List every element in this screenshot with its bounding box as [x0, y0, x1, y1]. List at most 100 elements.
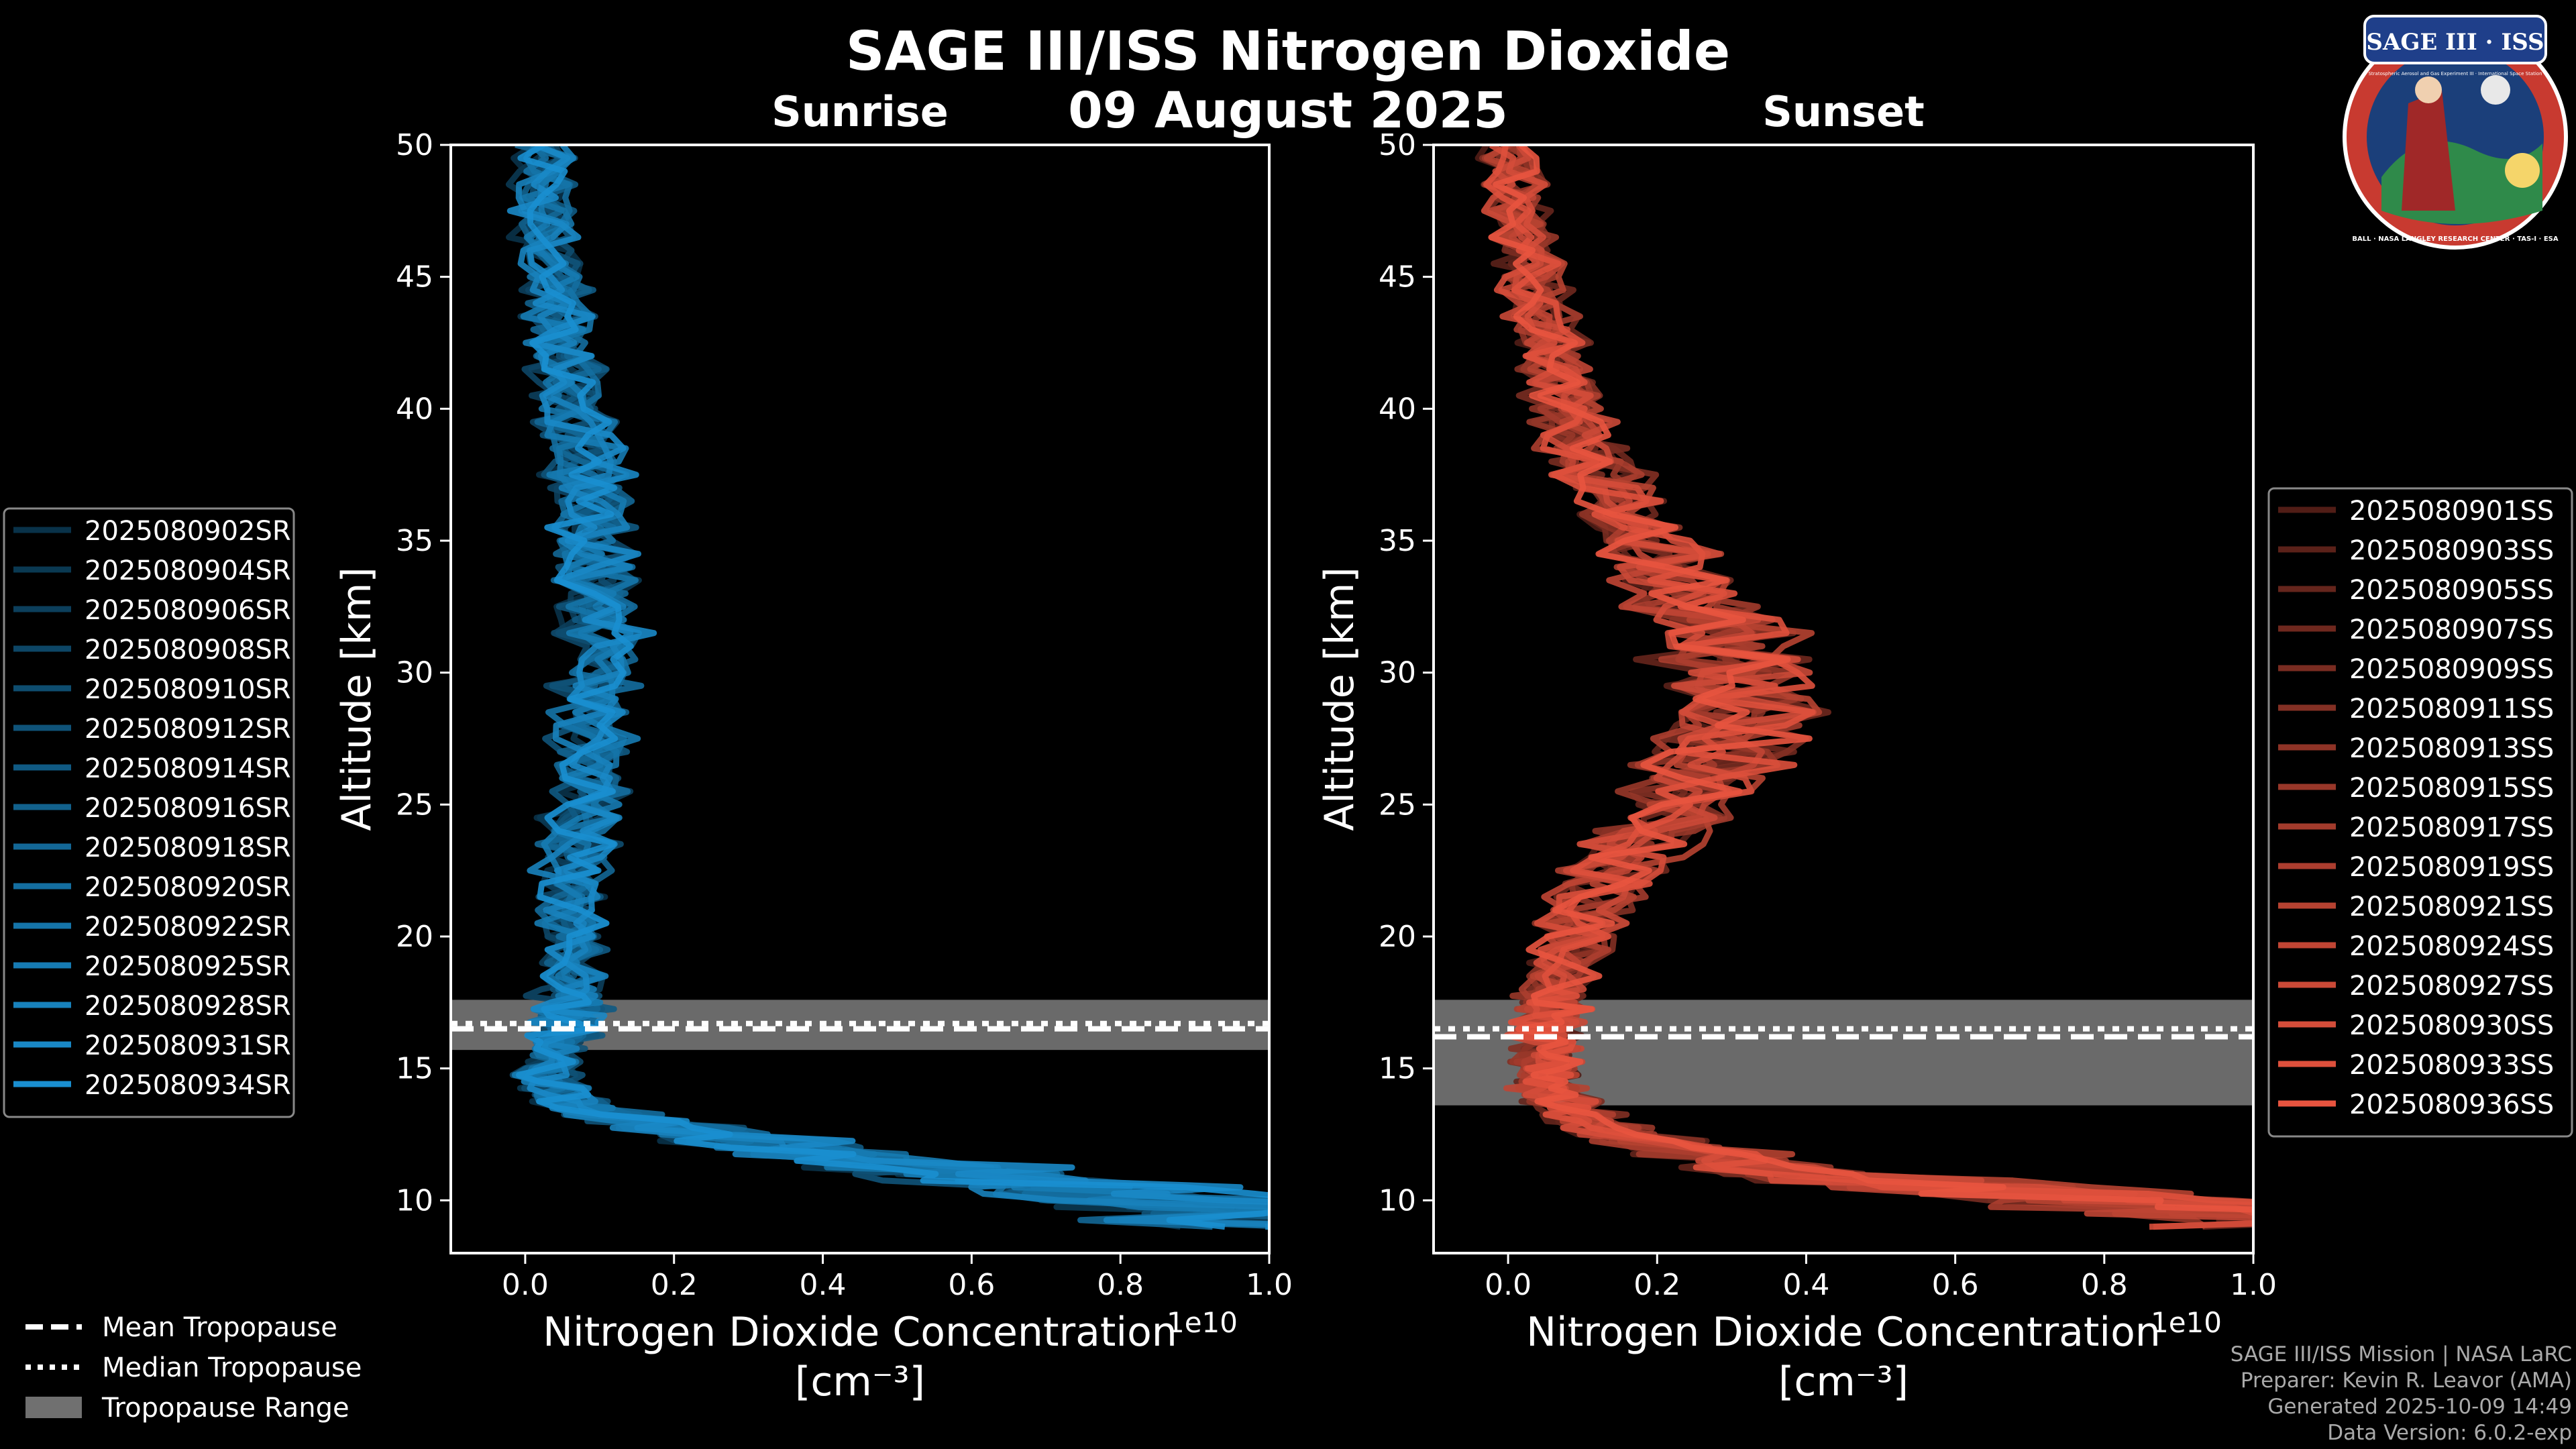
x-tick-label: 0.4 — [1782, 1268, 1829, 1302]
legend-box — [2267, 487, 2573, 1138]
x-axis-units: [cm⁻³] — [1778, 1358, 1909, 1405]
profile-line-2025080920SR — [523, 145, 1269, 1203]
legend-label: 2025080914SR — [85, 753, 291, 784]
y-tick-label: 10 — [396, 1183, 433, 1218]
x-tick-label: 0.2 — [1633, 1268, 1680, 1302]
legend-label: 2025080903SS — [2349, 535, 2554, 566]
panel-title: Sunset — [1762, 87, 1925, 136]
legend-label: 2025080911SS — [2349, 694, 2554, 724]
credit-line: Data Version: 6.0.2-exp — [2327, 1421, 2572, 1445]
legend-label: 2025080904SR — [85, 555, 291, 586]
axes-frame — [1432, 144, 2255, 1254]
y-tick-label: 10 — [1379, 1183, 1416, 1218]
legend-label: 2025080927SS — [2349, 971, 2554, 1002]
legend-label: 2025080936SS — [2349, 1089, 2554, 1120]
x-tick-label: 0.4 — [800, 1268, 847, 1302]
legend-label: Tropopause Range — [101, 1393, 350, 1424]
figure-title: SAGE III/ISS Nitrogen Dioxide — [845, 20, 1731, 83]
legend-swatch-range — [25, 1397, 82, 1418]
legend-label: 2025080915SS — [2349, 773, 2554, 804]
legend-label: 2025080909SS — [2349, 654, 2554, 685]
plot-area — [451, 145, 1269, 1230]
legend-label: 2025080912SR — [85, 714, 291, 745]
y-tick-label: 40 — [1379, 392, 1416, 426]
y-tick-label: 50 — [1379, 128, 1416, 162]
legend-label: 2025080920SR — [85, 872, 291, 903]
profile-line-2025080931SR — [506, 145, 1269, 1230]
legend-label: 2025080930SS — [2349, 1010, 2554, 1041]
legend-label: 2025080902SR — [85, 516, 291, 547]
x-axis-label: Nitrogen Dioxide Concentration — [543, 1309, 1177, 1356]
x-axis-label: Nitrogen Dioxide Concentration — [1526, 1309, 2161, 1356]
profile-line-2025080936SS — [1488, 145, 2253, 1213]
y-tick-label: 25 — [396, 788, 433, 822]
y-tick-label: 40 — [396, 392, 433, 426]
legend-label: 2025080928SR — [85, 991, 291, 1022]
profile-line-2025080928SR — [515, 145, 1269, 1228]
legend-label: 2025080921SS — [2349, 892, 2554, 922]
legend-label: 2025080922SR — [85, 912, 291, 943]
profile-line-2025080906SR — [509, 145, 1269, 1226]
y-tick-label: 15 — [396, 1052, 433, 1086]
credit-line: SAGE III/ISS Mission | NASA LaRC — [2230, 1342, 2572, 1366]
y-axis-label: Altitude [km] — [1316, 567, 1363, 831]
y-tick-label: 30 — [1379, 656, 1416, 690]
legend-label: 2025080916SR — [85, 793, 291, 824]
profile-line-2025080934SR — [516, 145, 1269, 1230]
credit-line: Generated 2025-10-09 14:49 — [2267, 1395, 2572, 1419]
credit-block: SAGE III/ISS Mission | NASA LaRC Prepare… — [2231, 1342, 2572, 1446]
y-tick-label: 35 — [1379, 524, 1416, 558]
x-axis-units: [cm⁻³] — [795, 1358, 925, 1405]
sunset-panel: 0.0 0.2 0.4 0.6 0.8 1.0 10 15 20 25 30 35 40 45 50 Suns… — [1316, 87, 2277, 1405]
x-offset-label: 1e10 — [2151, 1306, 2222, 1339]
logo-name: SAGE III · ISS — [2366, 29, 2544, 56]
legend-label: 2025080934SR — [85, 1070, 291, 1101]
legend-label: 2025080918SR — [85, 833, 291, 863]
logo-ring-text: BALL · NASA LANGLEY RESEARCH CENTER · TA… — [2352, 235, 2559, 243]
legend-label: 2025080908SR — [85, 635, 291, 665]
figure-date: 09 August 2025 — [1068, 82, 1508, 140]
y-axis-label: Altitude [km] — [333, 567, 380, 831]
y-tick-label: 15 — [1379, 1052, 1416, 1086]
legend-label: 2025080901SS — [2349, 496, 2554, 527]
profile-line-2025080910SR — [513, 145, 1269, 1218]
x-tick-label: 0.6 — [948, 1268, 995, 1302]
legend-label: 2025080905SS — [2349, 575, 2554, 606]
y-tick-label: 25 — [1379, 788, 1416, 822]
x-offset-label: 1e10 — [1167, 1306, 1238, 1339]
sunrise-panel: 0.0 0.2 0.4 0.6 0.8 1.0 10 15 20 25 30 35 40 45 50 Sunr… — [333, 87, 1293, 1405]
x-tick-label: 1.0 — [1246, 1268, 1293, 1302]
sunset-legend: 2025080901SS 2025080903SS 2025080905SS 2025… — [2267, 487, 2573, 1138]
legend-label: 2025080924SS — [2349, 931, 2554, 962]
x-tick-label: 0.0 — [502, 1268, 549, 1302]
profile-line-2025080925SR — [511, 145, 1269, 1214]
y-tick-label: 30 — [396, 656, 433, 690]
x-tick-label: 0.0 — [1485, 1268, 1532, 1302]
legend-label: 2025080925SR — [85, 951, 291, 982]
sage-iss-logo: SAGE III · ISS Stratospheric Aerosol and… — [2343, 15, 2568, 250]
y-tick-label: 45 — [1379, 260, 1416, 294]
x-tick-label: 0.2 — [651, 1268, 698, 1302]
legend-label: 2025080913SS — [2349, 733, 2554, 764]
panel-title: Sunrise — [771, 87, 949, 136]
tropopause-legend: Mean Tropopause Median Tropopause Tropopau… — [25, 1312, 362, 1424]
x-tick-label: 0.8 — [1097, 1268, 1144, 1302]
legend-label: 2025080933SS — [2349, 1050, 2554, 1081]
y-tick-label: 45 — [396, 260, 433, 294]
y-tick-label: 20 — [396, 920, 433, 954]
legend-label: 2025080910SR — [85, 674, 291, 705]
y-tick-label: 20 — [1379, 920, 1416, 954]
x-tick-label: 1.0 — [2230, 1268, 2277, 1302]
legend-label: 2025080917SS — [2349, 812, 2554, 843]
logo-caption: Stratospheric Aerosol and Gas Experiment… — [2368, 71, 2542, 76]
credit-line: Preparer: Kevin R. Leavor (AMA) — [2240, 1368, 2572, 1393]
legend-label: 2025080907SS — [2349, 614, 2554, 645]
legend-label: 2025080906SR — [85, 595, 291, 626]
legend-label: 2025080919SS — [2349, 852, 2554, 883]
x-tick-label: 0.6 — [1932, 1268, 1979, 1302]
sunrise-legend: 2025080902SR 2025080904SR 2025080906SR 2025… — [3, 507, 295, 1118]
axes-frame — [449, 144, 1271, 1254]
legend-label: 2025080931SR — [85, 1030, 291, 1061]
legend-label: Median Tropopause — [102, 1352, 362, 1383]
